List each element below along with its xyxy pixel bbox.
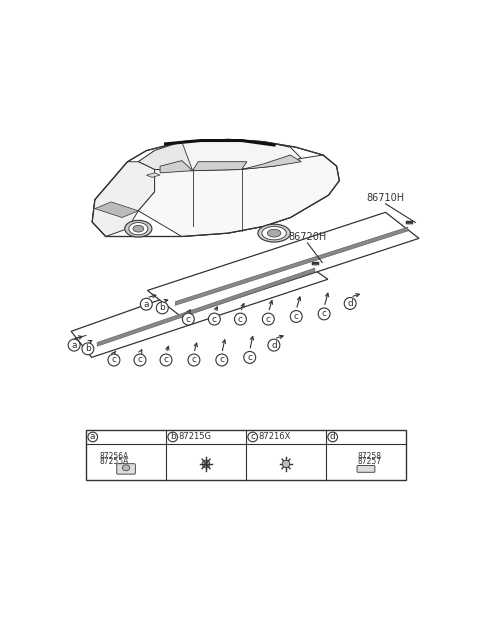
Circle shape	[268, 339, 280, 351]
Polygon shape	[175, 227, 408, 305]
Text: 86710H: 86710H	[366, 193, 405, 203]
Text: c: c	[137, 356, 143, 364]
Text: c: c	[186, 315, 191, 323]
Polygon shape	[92, 162, 155, 237]
Text: c: c	[322, 310, 326, 318]
Text: 87216X: 87216X	[259, 432, 291, 442]
Circle shape	[82, 343, 94, 354]
Circle shape	[244, 351, 256, 363]
Circle shape	[234, 313, 246, 325]
Polygon shape	[138, 155, 339, 237]
Circle shape	[202, 460, 210, 468]
Text: a: a	[90, 432, 96, 442]
Circle shape	[108, 354, 120, 366]
Text: b: b	[85, 345, 91, 353]
Text: c: c	[266, 315, 271, 323]
Ellipse shape	[129, 222, 148, 235]
Text: 87257: 87257	[358, 457, 382, 466]
Ellipse shape	[267, 229, 281, 237]
Ellipse shape	[262, 226, 287, 240]
Text: 87256A: 87256A	[99, 452, 129, 461]
Circle shape	[182, 313, 194, 325]
Circle shape	[88, 432, 97, 442]
Circle shape	[134, 354, 146, 366]
Circle shape	[160, 354, 172, 366]
Text: c: c	[294, 312, 299, 321]
Polygon shape	[138, 140, 301, 171]
Text: b: b	[159, 303, 165, 312]
Circle shape	[156, 302, 168, 314]
Polygon shape	[97, 268, 315, 346]
Text: 87255A: 87255A	[99, 457, 129, 466]
Ellipse shape	[258, 224, 290, 242]
Polygon shape	[146, 173, 160, 178]
Text: d: d	[330, 432, 336, 442]
Polygon shape	[95, 202, 138, 217]
Text: d: d	[348, 299, 353, 308]
Text: 86720H: 86720H	[288, 232, 326, 242]
Text: c: c	[111, 356, 117, 364]
FancyBboxPatch shape	[117, 464, 135, 474]
Polygon shape	[147, 212, 419, 316]
Text: c: c	[212, 315, 217, 323]
Circle shape	[248, 432, 258, 442]
Polygon shape	[160, 161, 192, 173]
Bar	[86, 430, 406, 480]
Polygon shape	[192, 162, 247, 171]
Text: c: c	[164, 356, 168, 364]
Text: a: a	[144, 300, 149, 309]
Polygon shape	[241, 155, 301, 169]
Circle shape	[168, 432, 178, 442]
Polygon shape	[92, 140, 339, 237]
Text: a: a	[72, 341, 77, 350]
Text: 87215G: 87215G	[179, 432, 212, 442]
Text: d: d	[271, 341, 277, 350]
Text: c: c	[238, 315, 243, 323]
Circle shape	[188, 354, 200, 366]
Circle shape	[318, 308, 330, 320]
Text: c: c	[247, 353, 252, 362]
Text: c: c	[250, 432, 255, 442]
Circle shape	[140, 298, 152, 310]
FancyBboxPatch shape	[357, 465, 375, 472]
Circle shape	[68, 339, 80, 351]
Circle shape	[263, 313, 274, 325]
Circle shape	[208, 313, 220, 325]
Ellipse shape	[125, 221, 152, 237]
Circle shape	[216, 354, 228, 366]
Text: c: c	[219, 356, 224, 364]
Text: 87258: 87258	[358, 452, 382, 461]
Ellipse shape	[133, 226, 144, 232]
Text: c: c	[192, 356, 196, 364]
Circle shape	[328, 432, 337, 442]
Circle shape	[282, 460, 290, 468]
Polygon shape	[138, 141, 192, 171]
Text: b: b	[170, 432, 176, 442]
Circle shape	[290, 310, 302, 323]
Ellipse shape	[122, 465, 130, 471]
Circle shape	[344, 298, 356, 310]
Polygon shape	[71, 253, 328, 358]
